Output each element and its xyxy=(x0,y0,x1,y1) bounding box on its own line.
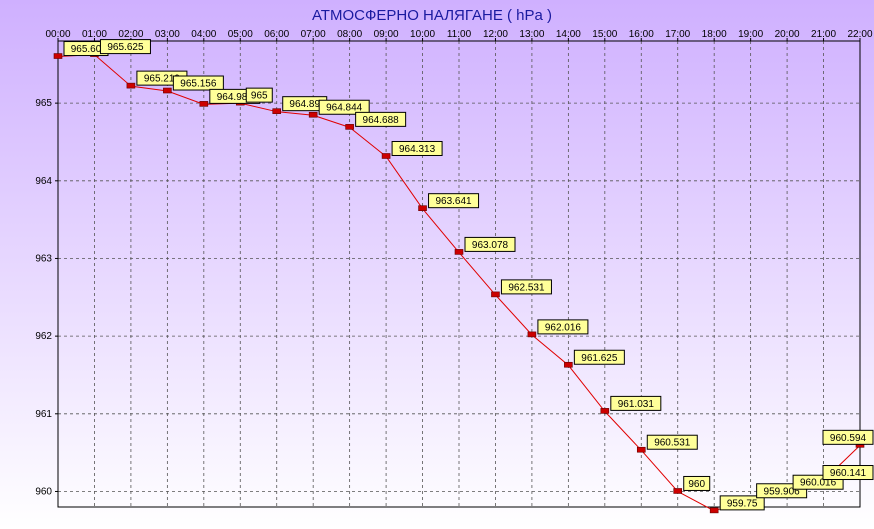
data-label-box xyxy=(610,395,662,411)
data-point-marker xyxy=(272,108,282,114)
chart-title: АТМОСФЕРНО НАЛЯГАНЕ ( hPa ) xyxy=(312,7,552,24)
x-tick-label: 15:00 xyxy=(592,29,617,40)
data-label-box xyxy=(391,140,443,156)
data-point-marker xyxy=(381,153,391,159)
x-tick-label: 13:00 xyxy=(519,29,544,40)
data-label-box xyxy=(355,111,407,127)
x-tick-label: 02:00 xyxy=(118,29,143,40)
x-tick-label: 19:00 xyxy=(738,29,763,40)
data-label-box xyxy=(245,87,273,103)
x-tick-label: 00:00 xyxy=(45,29,70,40)
x-tick-label: 10:00 xyxy=(410,29,435,40)
data-label-box xyxy=(822,465,874,481)
x-tick-label: 05:00 xyxy=(228,29,253,40)
data-label: 960.594 xyxy=(830,433,867,444)
x-tick-label: 14:00 xyxy=(556,29,581,40)
data-label-box xyxy=(573,349,625,365)
data-point-marker xyxy=(527,331,537,338)
data-label: 964.89 xyxy=(289,99,320,110)
data-label: 965 xyxy=(251,91,268,102)
x-tick-label: 12:00 xyxy=(483,29,508,40)
data-label: 961.625 xyxy=(581,353,618,364)
x-tick-label: 07:00 xyxy=(301,29,326,40)
data-label-box xyxy=(99,39,151,55)
data-label: 963.641 xyxy=(435,196,472,207)
x-tick-label: 21:00 xyxy=(811,29,836,40)
plot-frame xyxy=(57,40,861,508)
data-point-marker xyxy=(564,361,573,368)
data-label: 960.141 xyxy=(830,468,867,479)
x-tick-label: 17:00 xyxy=(665,29,690,40)
data-label: 960.531 xyxy=(654,438,691,449)
x-tick-label: 11:00 xyxy=(447,29,472,40)
x-tick-label: 08:00 xyxy=(337,29,362,40)
data-label: 961.031 xyxy=(618,399,655,410)
x-tick-label: 18:00 xyxy=(702,29,727,40)
data-point-marker xyxy=(126,82,136,89)
data-label: 960.016 xyxy=(800,478,837,489)
y-tick-label: 965 xyxy=(35,98,52,109)
data-label-box xyxy=(719,495,765,511)
data-label-box xyxy=(537,319,589,335)
data-label: 965.625 xyxy=(107,42,144,53)
data-point-marker xyxy=(673,488,683,494)
y-tick-label: 960 xyxy=(35,486,52,497)
data-label: 965.219 xyxy=(144,74,181,85)
data-label: 962.016 xyxy=(545,322,582,333)
data-label: 963.078 xyxy=(472,240,509,251)
data-point-marker xyxy=(163,87,172,94)
data-label-box xyxy=(822,429,874,445)
x-tick-label: 06:00 xyxy=(264,29,289,40)
data-label: 959.75 xyxy=(727,498,758,509)
x-tick-label: 09:00 xyxy=(374,29,399,40)
data-label-box xyxy=(646,434,698,450)
data-point-marker xyxy=(709,507,719,514)
x-tick-label: 22:00 xyxy=(847,29,872,40)
data-label-box xyxy=(464,236,516,252)
data-label: 964.844 xyxy=(326,103,363,114)
data-point-marker xyxy=(53,53,63,59)
data-point-marker xyxy=(418,205,427,211)
data-label: 964.984 xyxy=(217,92,254,103)
axis-layer xyxy=(55,38,861,508)
data-label-box xyxy=(428,193,480,209)
x-tick-label: 16:00 xyxy=(629,29,654,40)
data-label: 965.60 xyxy=(71,44,102,55)
data-label-box xyxy=(683,475,711,491)
data-point-marker xyxy=(308,111,318,118)
data-label: 962.531 xyxy=(508,282,545,293)
y-tick-label: 963 xyxy=(35,253,52,264)
data-point-marker xyxy=(636,446,646,453)
data-label: 959.906 xyxy=(764,486,801,497)
data-point-marker xyxy=(491,291,500,298)
y-tick-labels: 960 961 962 963 964 965 xyxy=(35,98,52,497)
grid-layer xyxy=(58,41,860,507)
data-label: 964.688 xyxy=(363,115,400,126)
data-label-box xyxy=(172,75,224,91)
x-tick-labels: 00:00 01:00 02:00 03:00 04:00 05:00 06:00 07:00… xyxy=(45,29,872,40)
data-point-marker xyxy=(345,124,354,130)
data-label: 960 xyxy=(688,479,705,490)
data-point-marker xyxy=(600,408,610,414)
data-label: 964.313 xyxy=(399,144,436,155)
data-label-box xyxy=(318,99,370,115)
x-tick-label: 04:00 xyxy=(191,29,216,40)
y-tick-label: 962 xyxy=(35,331,52,342)
data-label: 965.156 xyxy=(180,79,217,90)
data-point-marker xyxy=(199,101,209,107)
y-tick-label: 964 xyxy=(35,176,52,187)
y-tick-label: 961 xyxy=(35,409,52,420)
x-tick-label: 20:00 xyxy=(775,29,800,40)
x-tick-label: 03:00 xyxy=(155,29,180,40)
x-tick-label: 01:00 xyxy=(82,29,107,40)
data-label-box xyxy=(500,279,552,295)
data-point-marker xyxy=(454,249,464,255)
